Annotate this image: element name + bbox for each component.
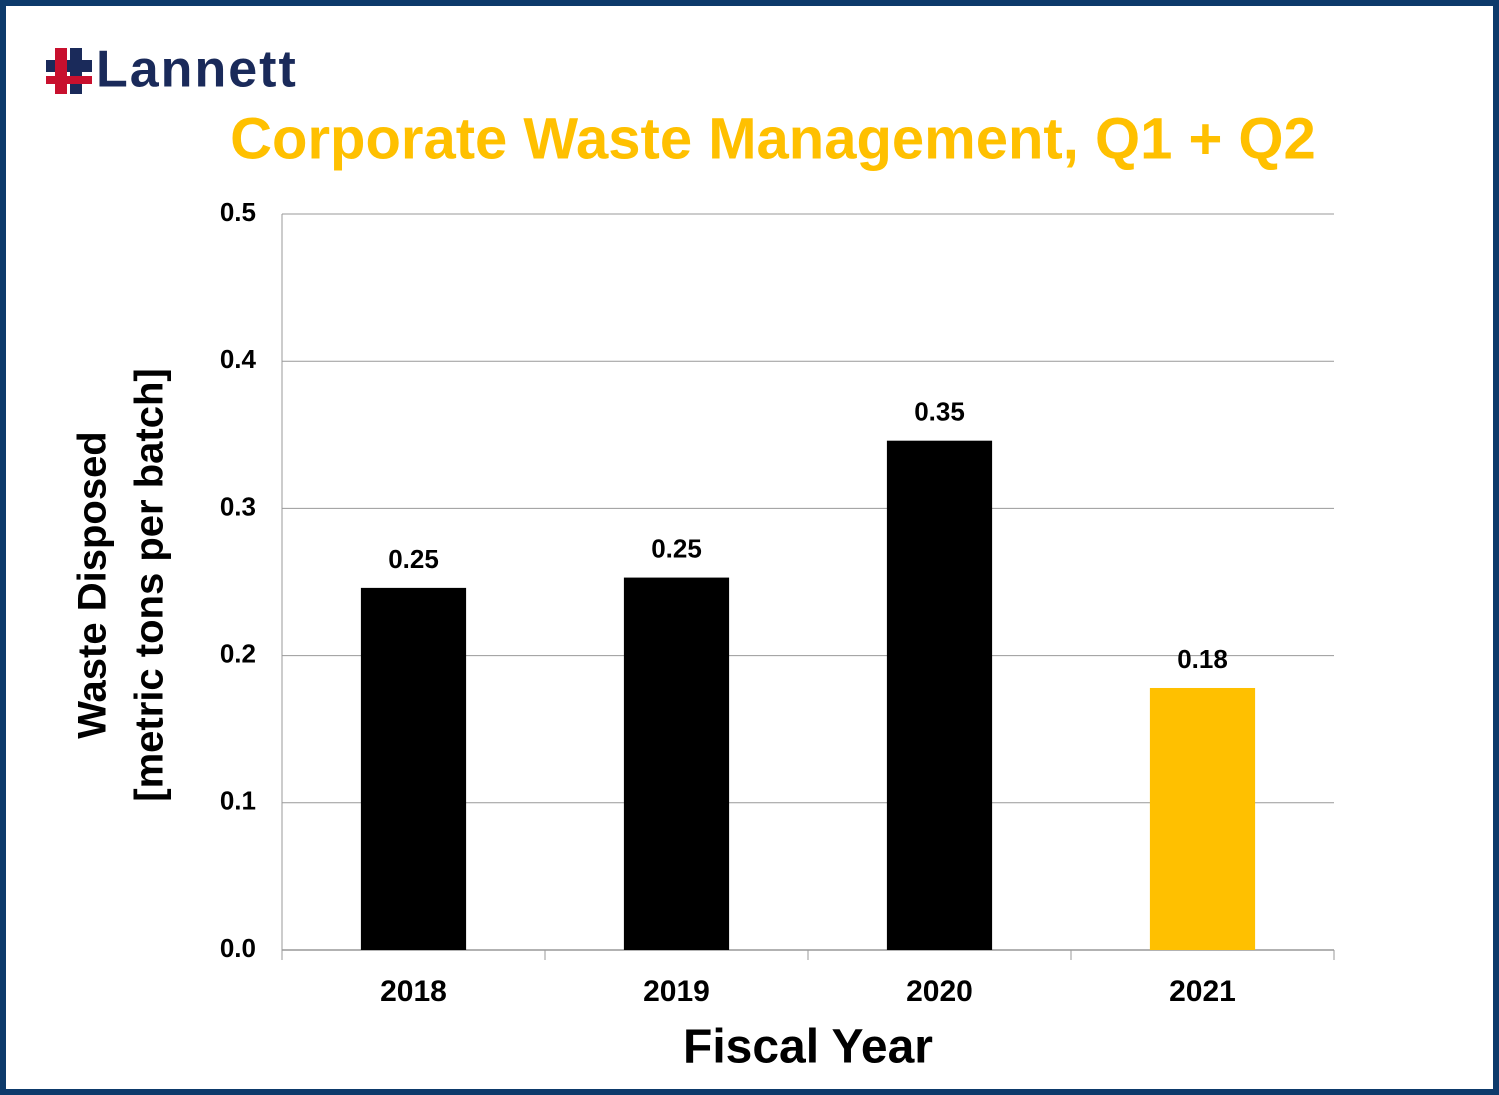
y-tick-label: 0.5	[220, 197, 256, 227]
x-axis-label: Fiscal Year	[683, 1021, 933, 1074]
value-label: 0.25	[388, 544, 439, 574]
chart-title: Corporate Waste Management, Q1 + Q2	[230, 106, 1316, 171]
y-tick-label: 0.4	[220, 344, 257, 374]
y-tick-label: 0.1	[220, 786, 256, 816]
bar	[886, 440, 993, 950]
y-tick-label: 0.3	[220, 491, 256, 521]
y-axis-label: [metric tons per batch]	[128, 368, 172, 801]
bar	[360, 587, 467, 950]
logo-text: Lannett	[96, 41, 298, 99]
y-tick-label: 0.2	[220, 638, 256, 668]
x-tick-label: 2019	[643, 975, 710, 1008]
x-tick-label: 2020	[906, 975, 973, 1008]
x-tick-label: 2021	[1169, 975, 1236, 1008]
value-label: 0.25	[651, 533, 702, 563]
logo-icon	[46, 48, 92, 94]
x-tick-label: 2018	[380, 975, 447, 1008]
value-label: 0.18	[1177, 644, 1228, 674]
value-label: 0.35	[914, 397, 965, 427]
y-axis-label: Waste Disposed	[71, 431, 115, 738]
bar	[623, 577, 730, 950]
bar	[1149, 687, 1256, 950]
y-tick-label: 0.0	[220, 933, 256, 963]
